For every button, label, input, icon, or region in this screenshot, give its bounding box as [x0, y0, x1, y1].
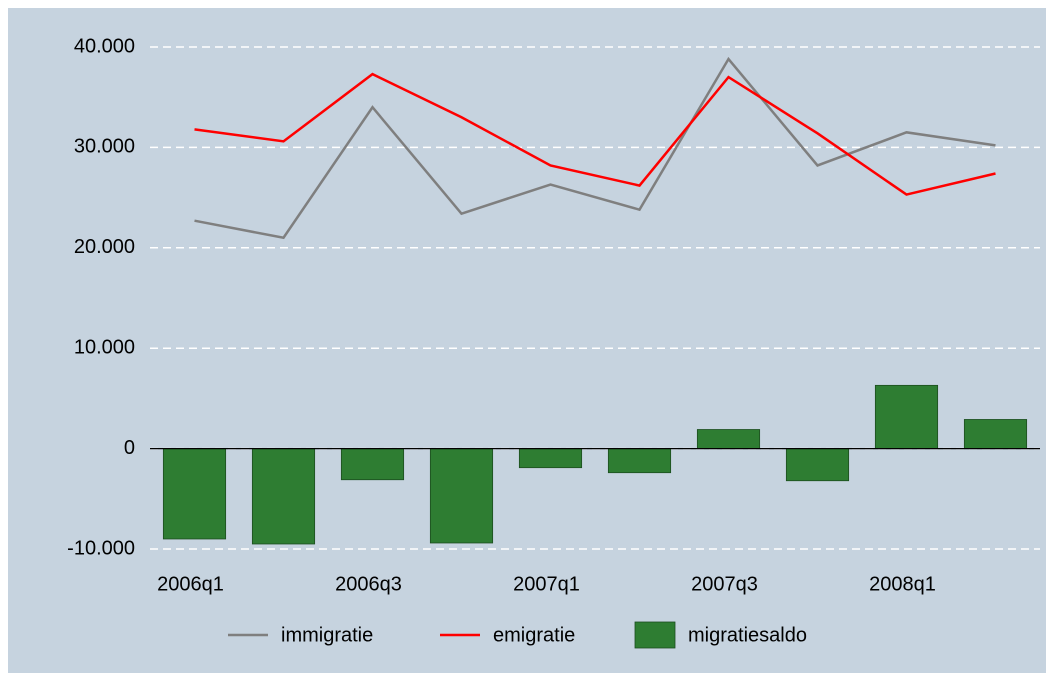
y-tick-label: 10.000 [74, 336, 135, 358]
legend-label: immigratie [281, 624, 373, 646]
y-tick-label: 40.000 [74, 35, 135, 57]
bar [340, 448, 405, 481]
x-tick-label: 2007q3 [691, 573, 758, 595]
y-tick-label: 30.000 [74, 136, 135, 158]
line [194, 56, 996, 240]
bar [518, 448, 583, 469]
x-tick-label: 2006q1 [157, 573, 224, 595]
bar [785, 448, 850, 482]
bar [429, 448, 494, 544]
legend-swatch [634, 621, 676, 649]
y-tick-label: -10.000 [67, 537, 135, 559]
bar [696, 429, 761, 449]
legend-label: emigratie [493, 624, 575, 646]
y-tick-label: 0 [124, 437, 135, 459]
line [194, 72, 996, 196]
legend-label: migratiesaldo [688, 624, 807, 646]
x-tick-label: 2006q3 [335, 573, 402, 595]
x-tick-label: 2007q1 [513, 573, 580, 595]
background [8, 8, 1046, 673]
bar [607, 448, 672, 474]
bar [963, 419, 1028, 450]
bar [251, 448, 316, 545]
y-tick-label: 20.000 [74, 236, 135, 258]
bar [162, 448, 227, 540]
bar [874, 384, 939, 449]
x-tick-label: 2008q1 [869, 573, 936, 595]
